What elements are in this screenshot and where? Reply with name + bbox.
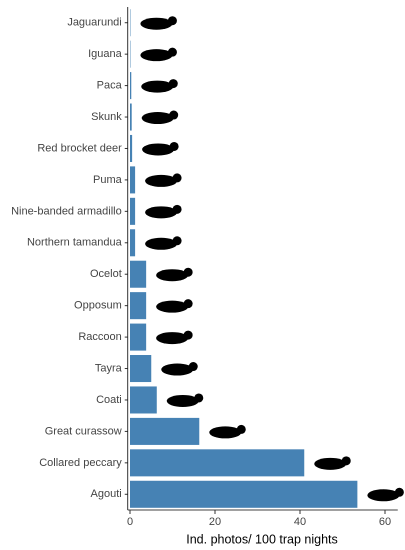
animal-silhouette xyxy=(194,393,204,403)
animal-silhouette xyxy=(209,426,242,439)
animal-silhouette xyxy=(314,457,347,470)
animal-silhouette xyxy=(140,49,173,62)
bar xyxy=(130,386,157,414)
y-tick-label: Nine-banded armadillo xyxy=(11,205,122,217)
bar xyxy=(130,197,136,225)
bar xyxy=(130,229,136,257)
animal-silhouette xyxy=(156,300,189,313)
bar xyxy=(130,355,152,383)
x-tick-label: 40 xyxy=(294,516,306,528)
animal-silhouette xyxy=(183,299,193,309)
y-tick-label: Puma xyxy=(93,174,123,186)
animal-silhouette xyxy=(168,79,178,89)
bar xyxy=(130,260,147,288)
animal-silhouette xyxy=(141,112,174,125)
bar xyxy=(130,449,305,477)
y-tick-label: Iguana xyxy=(88,48,123,60)
bar xyxy=(130,323,147,351)
animal-silhouette xyxy=(394,487,404,497)
y-tick-label: Coati xyxy=(96,394,122,406)
animal-silhouette xyxy=(236,424,246,434)
bar xyxy=(130,292,147,320)
x-tick-label: 60 xyxy=(379,516,391,528)
animal-silhouette xyxy=(341,456,351,466)
y-tick-label: Jaguarundi xyxy=(67,17,121,29)
animal-silhouette xyxy=(145,237,178,250)
y-tick-label: Opposum xyxy=(74,300,122,312)
animal-silhouette xyxy=(161,363,194,376)
y-tick-label: Northern tamandua xyxy=(27,237,123,249)
animal-silhouette xyxy=(167,16,177,26)
bar xyxy=(130,480,358,508)
animal-silhouette xyxy=(141,80,174,93)
animal-silhouette xyxy=(140,17,173,30)
bar xyxy=(130,134,133,162)
animal-silhouette xyxy=(169,110,179,120)
y-tick-label: Tayra xyxy=(95,362,123,374)
animal-silhouette xyxy=(145,174,178,187)
bar xyxy=(130,166,136,194)
y-tick-label: Paca xyxy=(97,80,123,92)
animal-silhouette xyxy=(188,362,198,372)
y-tick-label: Raccoon xyxy=(78,331,121,343)
y-tick-label: Ocelot xyxy=(90,268,122,280)
animal-silhouette xyxy=(169,141,179,151)
y-tick-label: Great curassow xyxy=(45,425,122,437)
animal-silhouette xyxy=(167,47,177,57)
animal-silhouette xyxy=(172,204,182,214)
animal-silhouette xyxy=(172,236,182,246)
animal-silhouette xyxy=(156,332,189,345)
x-tick-label: 20 xyxy=(209,516,221,528)
animal-silhouette xyxy=(367,489,400,502)
y-tick-label: Collared peccary xyxy=(39,457,122,469)
y-tick-label: Agouti xyxy=(91,488,122,500)
bar xyxy=(130,72,132,100)
animal-silhouette xyxy=(183,267,193,277)
y-tick-label: Skunk xyxy=(91,111,122,123)
bar xyxy=(130,103,132,131)
bar xyxy=(130,417,200,445)
animal-silhouette xyxy=(145,206,178,219)
animal-silhouette xyxy=(172,173,182,183)
y-tick-label: Red brocket deer xyxy=(37,142,122,154)
animal-silhouette xyxy=(166,394,199,407)
animal-silhouette xyxy=(183,330,193,340)
x-axis-title: Ind. photos/ 100 trap nights xyxy=(186,532,338,546)
animal-silhouette xyxy=(142,143,175,156)
animal-silhouette xyxy=(156,269,189,282)
x-tick-label: 0 xyxy=(127,516,133,528)
